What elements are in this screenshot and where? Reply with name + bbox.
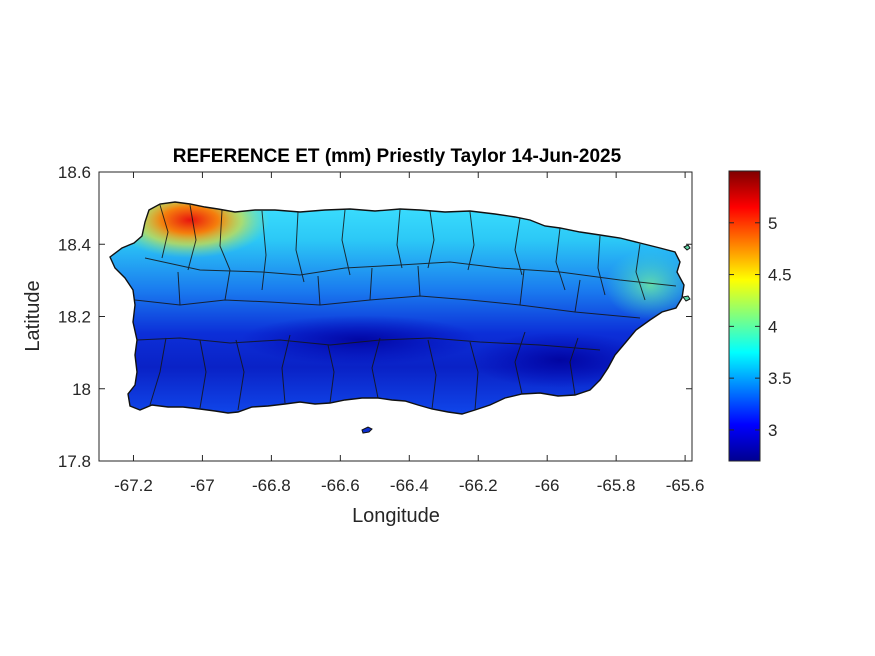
municipal-boundary	[519, 269, 525, 306]
municipal-boundary	[396, 209, 403, 269]
x-tick-label: -67.2	[114, 476, 153, 495]
municipal-boundary	[341, 209, 351, 276]
colorbar-ticks: 5 4.5 4 3.5 3	[729, 214, 792, 440]
colorbar-tick-label: 4	[768, 317, 777, 336]
municipal-boundary	[635, 243, 646, 301]
x-tick-label: -66.8	[252, 476, 291, 495]
y-tick-label: 18.6	[58, 163, 91, 182]
municipal-boundary	[177, 271, 181, 306]
municipal-boundary	[555, 227, 566, 291]
municipal-boundary	[144, 257, 677, 287]
x-tick-label: -66.6	[321, 476, 360, 495]
chart-title: REFERENCE ET (mm) Priestly Taylor 14-Jun…	[173, 146, 622, 167]
y-tick-label: 17.8	[58, 452, 91, 471]
municipal-boundary	[467, 211, 475, 271]
x-axis-label: Longitude	[352, 505, 440, 527]
x-tick-label: -66.2	[459, 476, 498, 495]
municipal-boundary	[569, 337, 579, 396]
municipal-boundary	[281, 334, 291, 404]
x-tick-label: -66.4	[390, 476, 429, 495]
colorbar-tick-label: 3.5	[768, 369, 792, 388]
x-tick-label: -67	[190, 476, 215, 495]
municipal-boundary	[597, 235, 606, 296]
central-low-band	[240, 315, 480, 365]
colorbar-gradient	[728, 170, 761, 462]
colorbar: 5 4.5 4 3.5 3	[728, 170, 792, 462]
municipal-boundary	[574, 279, 581, 313]
municipal-boundary	[417, 265, 421, 297]
municipal-boundary	[187, 204, 197, 271]
municipal-boundary	[469, 341, 479, 411]
y-tick-label: 18.4	[58, 235, 91, 254]
x-axis: -67.2 -67 -66.8 -66.6 -66.4 -66.2 -66 -65.8 -65.…	[114, 172, 704, 495]
municipal-boundaries	[134, 204, 677, 411]
municipal-boundary	[427, 210, 435, 269]
y-axis: 18.6 18.4 18.2 18 17.8	[58, 163, 692, 471]
east-islet	[683, 244, 691, 251]
municipal-boundary	[427, 339, 437, 410]
municipal-boundary	[159, 204, 169, 259]
colorbar-tick-label: 4.5	[768, 266, 792, 285]
municipal-boundary	[219, 209, 231, 271]
municipal-boundary	[371, 337, 381, 399]
east-coast-green	[605, 250, 684, 320]
y-tick-label: 18.2	[58, 308, 91, 327]
x-tick-label: -66	[535, 476, 560, 495]
east-islet-2	[682, 295, 691, 302]
x-tick-label: -65.8	[597, 476, 636, 495]
municipal-boundary	[199, 339, 207, 409]
y-tick-label: 18	[72, 380, 91, 399]
municipal-boundary	[149, 337, 167, 406]
municipal-boundary	[295, 211, 305, 283]
municipal-boundary	[317, 275, 321, 306]
municipal-boundary	[369, 267, 373, 301]
municipal-boundary	[261, 210, 267, 291]
municipal-boundary	[224, 269, 231, 301]
x-tick-label: -65.6	[666, 476, 705, 495]
northwest-hotspot	[110, 202, 270, 258]
municipal-boundary	[514, 217, 523, 276]
island-outline	[109, 201, 685, 415]
caja-de-muertos-islet	[361, 426, 373, 434]
colorbar-tick-label: 5	[768, 214, 777, 233]
y-axis-label: Latitude	[22, 280, 44, 351]
municipal-boundary	[136, 337, 601, 351]
municipal-boundary	[327, 344, 335, 404]
colorbar-tick-label: 3	[768, 421, 777, 440]
municipal-boundary	[514, 331, 526, 395]
municipal-boundary	[235, 339, 245, 411]
